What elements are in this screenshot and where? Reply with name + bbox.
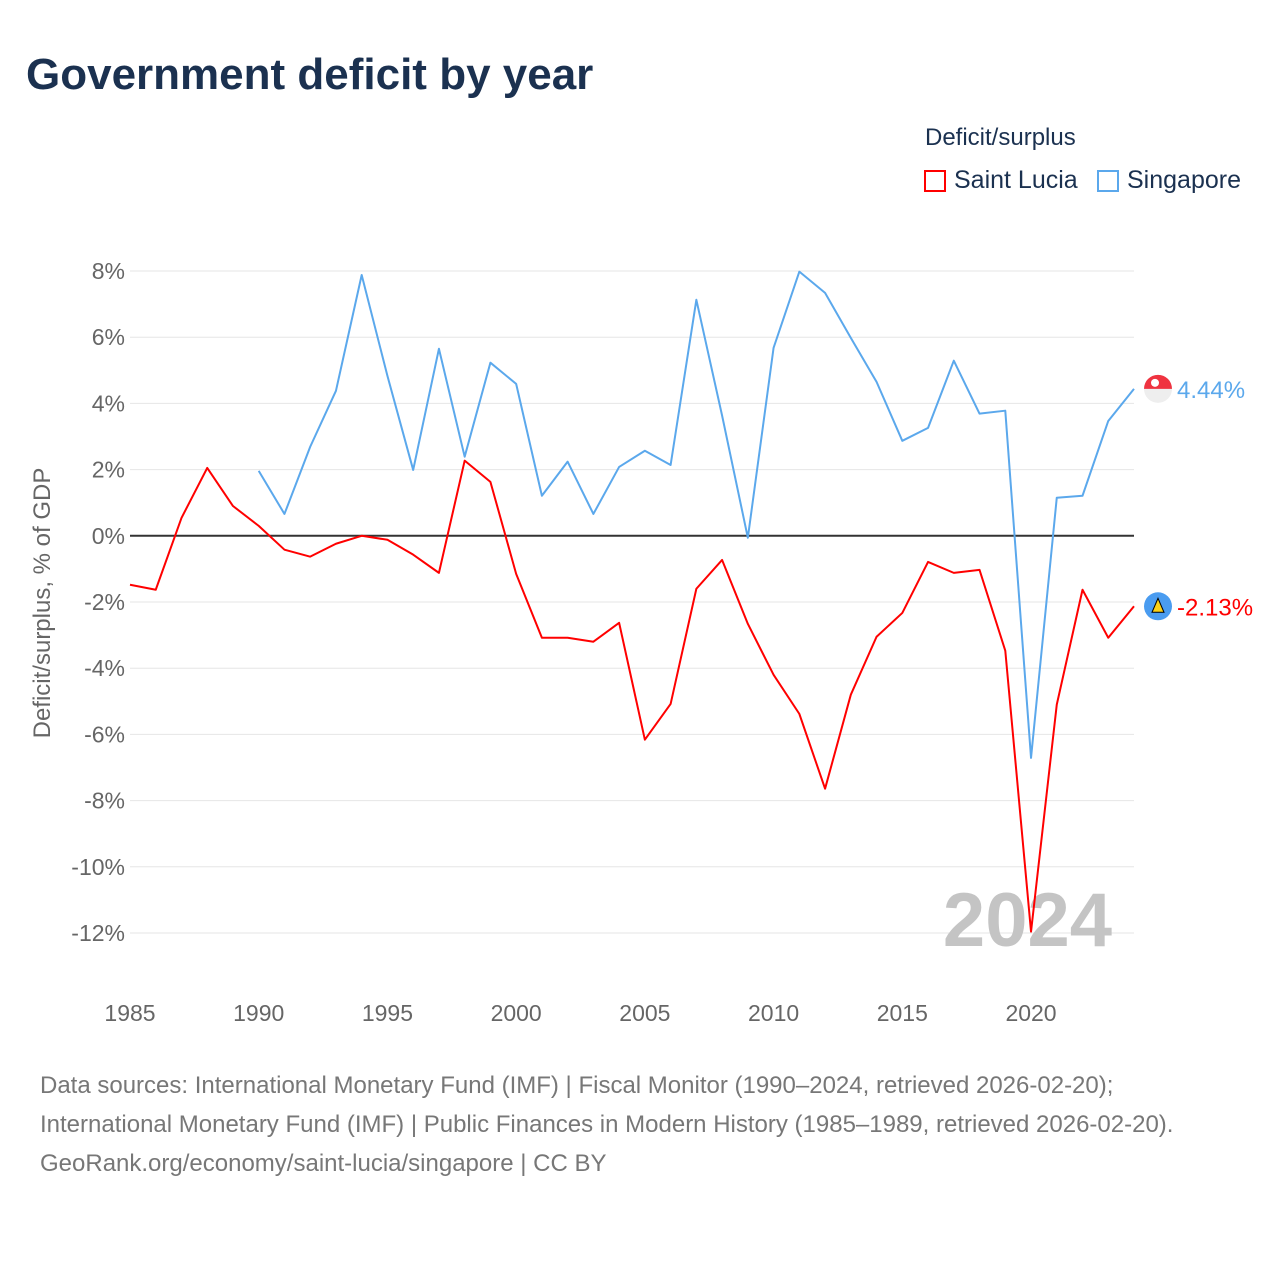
y-axis-label: Deficit/surplus, % of GDP [29,468,56,739]
legend-title: Deficit/surplus [925,124,1076,151]
x-tick-label: 2015 [877,1000,928,1026]
flag-crescent [1151,378,1159,387]
legend-swatch [924,169,946,192]
legend-label: Saint Lucia [954,166,1078,194]
x-tick-label: 2005 [619,1000,670,1026]
y-tick-label: -2% [84,589,125,615]
y-tick-label: 8% [92,258,125,284]
saint-lucia-flag-icon [1144,592,1172,621]
end-value-label: -2.13% [1177,594,1253,621]
end-value-label: 4.44% [1177,377,1245,404]
series-line-singapore [257,270,1135,759]
data-sources-text: Data sources: International Monetary Fun… [40,1072,1174,1138]
x-tick-label: 2020 [1005,1000,1056,1026]
attribution-link[interactable]: GeoRank.org/economy/saint-lucia/singapor… [40,1150,607,1177]
legend-swatch [1097,169,1119,192]
y-tick-label: -6% [84,721,125,747]
legend-item-saint-lucia[interactable]: Saint Lucia [924,166,1078,195]
y-tick-label: 0% [92,523,125,549]
x-tick-label: 1985 [104,1000,155,1026]
y-tick-label: -12% [71,920,125,946]
series-line-saint-lucia [129,459,1135,933]
y-tick-label: -4% [84,655,125,681]
y-tick-label: -10% [71,854,125,880]
y-tick-label: 6% [92,324,125,350]
x-tick-label: 1990 [233,1000,284,1026]
y-tick-label: 4% [92,390,125,416]
y-tick-label: 2% [92,457,125,483]
x-tick-label: 1995 [362,1000,413,1026]
legend-item-singapore[interactable]: Singapore [1097,166,1241,195]
flag-triangle [1151,597,1165,613]
legend-label: Singapore [1127,166,1241,194]
singapore-flag-icon [1144,374,1172,403]
chart-title: Government deficit by year [26,50,594,99]
x-tick-label: 2000 [491,1000,542,1026]
y-tick-label: -8% [84,788,125,814]
x-tick-label: 2010 [748,1000,799,1026]
sources-footer: Data sources: International Monetary Fun… [40,1066,1240,1183]
